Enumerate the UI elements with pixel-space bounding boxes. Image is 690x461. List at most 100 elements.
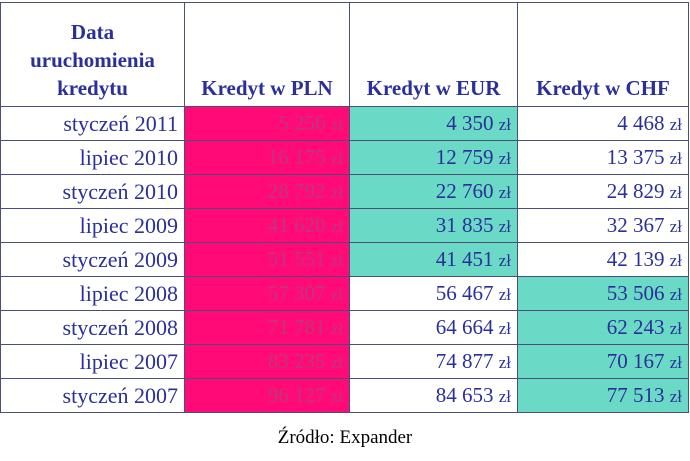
cell-eur: 41 451 zł bbox=[349, 242, 518, 277]
cell-date: lipiec 2007 bbox=[0, 344, 185, 379]
currency-suffix: zł bbox=[330, 115, 343, 134]
cell-eur: 31 835 zł bbox=[349, 208, 518, 243]
cell-date-value: styczeń 2008 bbox=[62, 314, 178, 340]
currency-suffix: zł bbox=[498, 285, 511, 304]
currency-suffix: zł bbox=[669, 353, 682, 372]
cell-chf: 62 243 zł bbox=[517, 310, 689, 345]
cell-chf: 13 375 zł bbox=[517, 140, 689, 175]
cell-chf-value: 4 468 bbox=[617, 111, 665, 135]
currency-suffix: zł bbox=[498, 149, 511, 168]
cell-eur: 22 760 zł bbox=[349, 174, 518, 209]
cell-pln: 71 781 zł bbox=[184, 310, 350, 345]
cell-pln-value: 83 235 bbox=[267, 349, 326, 373]
currency-suffix: zł bbox=[669, 251, 682, 270]
cell-eur: 12 759 zł bbox=[349, 140, 518, 175]
cell-pln: 41 620 zł bbox=[184, 208, 350, 243]
cell-pln: 51 551 zł bbox=[184, 242, 350, 277]
cell-pln-value: 51 551 bbox=[267, 247, 326, 271]
header-date-line3: kredytu bbox=[57, 76, 128, 100]
table-row: lipiec 2010 16 175 zł 12 759 zł 13 375 zł bbox=[0, 140, 689, 175]
table-row: styczeń 2011 5 256 zł 4 350 zł 4 468 zł bbox=[0, 106, 689, 141]
cell-date-value: styczeń 2009 bbox=[62, 246, 178, 272]
currency-suffix: zł bbox=[669, 217, 682, 236]
table-row: styczeń 2008 71 781 zł 64 664 zł 62 243 zł bbox=[0, 310, 689, 345]
cell-date: styczeń 2008 bbox=[0, 310, 185, 345]
cell-chf-value: 32 367 bbox=[606, 213, 665, 237]
cell-chf-value: 62 243 bbox=[606, 315, 665, 339]
cell-eur-value: 22 760 bbox=[435, 179, 494, 203]
cell-pln-value: 41 620 bbox=[267, 213, 326, 237]
cell-pln-value: 28 792 bbox=[267, 179, 326, 203]
header-eur: Kredyt w EUR bbox=[349, 2, 518, 107]
cell-date: styczeń 2011 bbox=[0, 106, 185, 141]
cell-chf-value: 77 513 bbox=[606, 383, 665, 407]
cell-date: lipiec 2009 bbox=[0, 208, 185, 243]
cell-pln: 57 307 zł bbox=[184, 276, 350, 311]
cell-date: styczeń 2009 bbox=[0, 242, 185, 277]
cell-pln-value: 16 175 bbox=[267, 145, 326, 169]
header-chf: Kredyt w CHF bbox=[517, 2, 689, 107]
cell-chf-value: 24 829 bbox=[606, 179, 665, 203]
cell-eur-value: 41 451 bbox=[435, 247, 494, 271]
header-pln: Kredyt w PLN bbox=[184, 2, 350, 107]
cell-pln-value: 71 781 bbox=[267, 315, 326, 339]
currency-suffix: zł bbox=[498, 387, 511, 406]
cell-eur-value: 56 467 bbox=[435, 281, 494, 305]
cell-pln: 83 235 zł bbox=[184, 344, 350, 379]
cell-eur-value: 12 759 bbox=[435, 145, 494, 169]
source-caption: Źródło: Expander bbox=[277, 427, 413, 448]
currency-suffix: zł bbox=[330, 217, 343, 236]
cell-date: styczeń 2007 bbox=[0, 378, 185, 413]
cell-date-value: styczeń 2010 bbox=[62, 178, 178, 204]
cell-date-value: lipiec 2009 bbox=[79, 212, 178, 238]
table-row: lipiec 2009 41 620 zł 31 835 zł 32 367 zł bbox=[0, 208, 689, 243]
cell-chf-value: 53 506 bbox=[606, 281, 665, 305]
header-row: Data uruchomienia kredytu Kredyt w PLN K… bbox=[0, 2, 689, 107]
cell-chf-value: 42 139 bbox=[606, 247, 665, 271]
currency-suffix: zł bbox=[330, 251, 343, 270]
cell-eur: 4 350 zł bbox=[349, 106, 518, 141]
cell-eur: 84 653 zł bbox=[349, 378, 518, 413]
cell-date: styczeń 2010 bbox=[0, 174, 185, 209]
cell-chf-value: 13 375 bbox=[606, 145, 665, 169]
currency-suffix: zł bbox=[669, 319, 682, 338]
cell-pln-value: 57 307 bbox=[267, 281, 326, 305]
cell-chf: 70 167 zł bbox=[517, 344, 689, 379]
currency-suffix: zł bbox=[498, 115, 511, 134]
cell-date: lipiec 2010 bbox=[0, 140, 185, 175]
currency-suffix: zł bbox=[498, 217, 511, 236]
cell-chf: 24 829 zł bbox=[517, 174, 689, 209]
cell-eur: 56 467 zł bbox=[349, 276, 518, 311]
currency-suffix: zł bbox=[330, 183, 343, 202]
table-row: styczeń 2007 96 127 zł 84 653 zł 77 513 zł bbox=[0, 378, 689, 413]
header-date-line2: uruchomienia bbox=[30, 48, 155, 72]
cell-date-value: styczeń 2007 bbox=[62, 382, 178, 408]
cell-pln: 28 792 zł bbox=[184, 174, 350, 209]
cell-pln: 16 175 zł bbox=[184, 140, 350, 175]
cell-chf: 77 513 zł bbox=[517, 378, 689, 413]
table-row: styczeń 2010 28 792 zł 22 760 zł 24 829 zł bbox=[0, 174, 689, 209]
cell-date-value: lipiec 2008 bbox=[79, 280, 178, 306]
currency-suffix: zł bbox=[330, 353, 343, 372]
currency-suffix: zł bbox=[498, 183, 511, 202]
currency-suffix: zł bbox=[669, 285, 682, 304]
cell-pln-value: 96 127 bbox=[267, 383, 326, 407]
cell-pln: 5 256 zł bbox=[184, 106, 350, 141]
cell-eur-value: 84 653 bbox=[435, 383, 494, 407]
cell-date-value: styczeń 2011 bbox=[63, 110, 178, 136]
cell-eur-value: 74 877 bbox=[435, 349, 494, 373]
currency-suffix: zł bbox=[669, 183, 682, 202]
currency-suffix: zł bbox=[669, 115, 682, 134]
cell-eur: 64 664 zł bbox=[349, 310, 518, 345]
cell-date-value: lipiec 2010 bbox=[79, 144, 178, 170]
cell-pln-value: 5 256 bbox=[278, 111, 326, 135]
cell-eur-value: 4 350 bbox=[446, 111, 494, 135]
currency-suffix: zł bbox=[669, 387, 682, 406]
currency-suffix: zł bbox=[330, 319, 343, 338]
cell-chf-value: 70 167 bbox=[606, 349, 665, 373]
currency-suffix: zł bbox=[330, 285, 343, 304]
cell-eur: 74 877 zł bbox=[349, 344, 518, 379]
cell-pln: 96 127 zł bbox=[184, 378, 350, 413]
table-row: lipiec 2007 83 235 zł 74 877 zł 70 167 zł bbox=[0, 344, 689, 379]
currency-suffix: zł bbox=[498, 319, 511, 338]
